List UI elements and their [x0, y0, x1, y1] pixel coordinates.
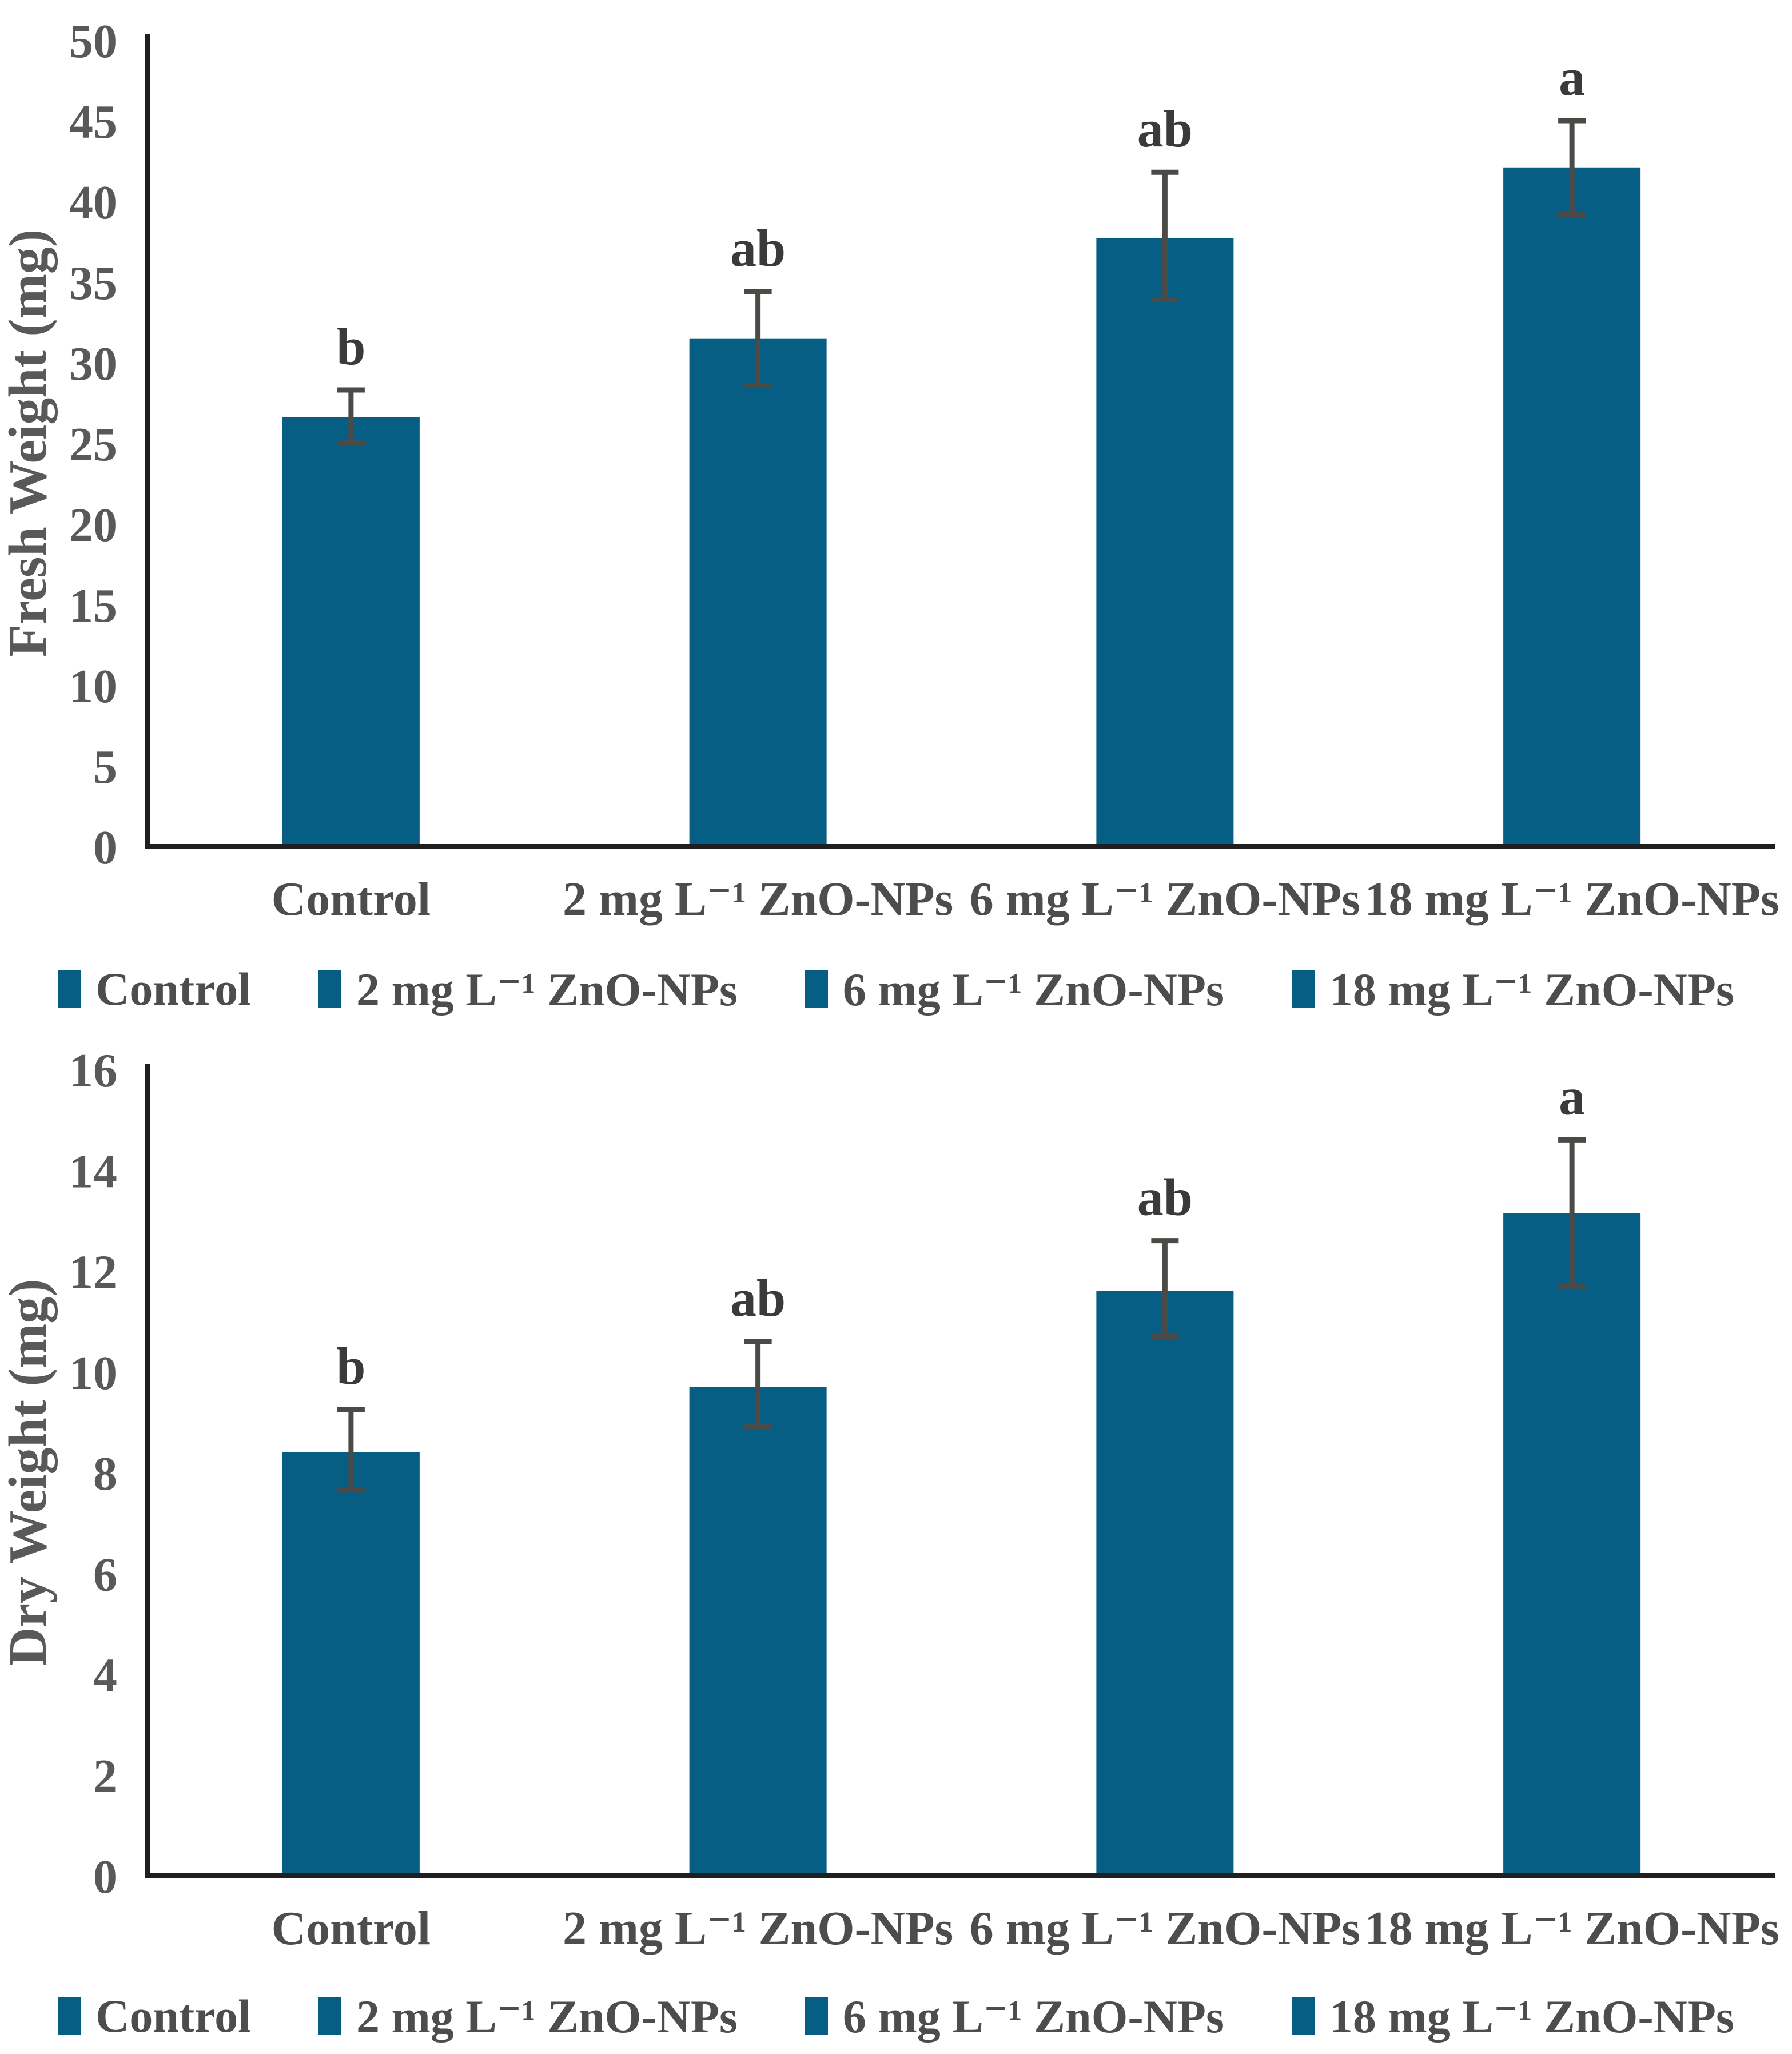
y-tick-label: 14	[69, 1145, 117, 1198]
dry-weight-chart-canvas: 0 2 4 6 8 10 12 14 16 Dry Weight (mg) b Control ab 2 …	[0, 1044, 1779, 1955]
bar	[689, 1387, 827, 1876]
legend-swatch-icon	[318, 1997, 341, 2035]
legend-swatch-icon	[318, 970, 341, 1008]
bar	[1096, 238, 1234, 846]
x-category-label: 18 mg L⁻¹ ZnO-NPs	[1365, 873, 1779, 926]
legend-label: 2 mg L⁻¹ ZnO-NPs	[356, 1991, 738, 2043]
x-category-label: 18 mg L⁻¹ ZnO-NPs	[1365, 1902, 1779, 1955]
x-category-label: Control	[272, 873, 431, 926]
legend-item: Control	[58, 962, 251, 1016]
fresh-weight-chart-canvas: 0 5 10 15 20 25 30 35 40 45 50 Fresh Weight (mg) b Co…	[0, 15, 1779, 926]
legend-label: 2 mg L⁻¹ ZnO-NPs	[356, 964, 738, 1016]
y-axis-title: Dry Weight (mg)	[0, 1279, 58, 1666]
legend-item: Control	[58, 1989, 251, 2043]
significance-letter: a	[1559, 1067, 1585, 1125]
legend-swatch-icon	[1291, 970, 1315, 1008]
y-axis-title: Fresh Weight (mg)	[0, 229, 58, 657]
bar	[1503, 1213, 1641, 1876]
significance-letter: ab	[1137, 99, 1193, 158]
legend-label: 6 mg L⁻¹ ZnO-NPs	[842, 1991, 1224, 2043]
legend-item: 18 mg L⁻¹ ZnO-NPs	[1291, 1989, 1734, 2044]
legend-item: 6 mg L⁻¹ ZnO-NPs	[805, 1989, 1224, 2044]
y-tick-label: 45	[69, 95, 117, 149]
x-category-label: 6 mg L⁻¹ ZnO-NPs	[970, 1902, 1360, 1955]
bar	[1503, 167, 1641, 846]
significance-letter: ab	[730, 1269, 786, 1327]
legend-label: Control	[95, 1990, 251, 2042]
y-tick-label: 0	[93, 821, 117, 874]
y-tick-label: 10	[69, 1347, 117, 1400]
legend-swatch-icon	[805, 1997, 828, 2035]
legend-swatch-icon	[1291, 1997, 1315, 2035]
significance-letter: ab	[730, 219, 786, 277]
dry-weight-chart: 0 2 4 6 8 10 12 14 16 Dry Weight (mg) b Control ab 2 …	[0, 1029, 1792, 2054]
legend-label: 18 mg L⁻¹ ZnO-NPs	[1329, 964, 1734, 1016]
fresh-weight-legend: Control 2 mg L⁻¹ ZnO-NPs 6 mg L⁻¹ ZnO-NPs 1…	[0, 949, 1792, 1029]
y-tick-label: 5	[93, 741, 117, 794]
legend-item: 2 mg L⁻¹ ZnO-NPs	[318, 1989, 738, 2044]
y-tick-label: 2	[93, 1750, 117, 1803]
dry-weight-legend: Control 2 mg L⁻¹ ZnO-NPs 6 mg L⁻¹ ZnO-NPs 1…	[0, 1979, 1792, 2054]
legend-label: 6 mg L⁻¹ ZnO-NPs	[842, 964, 1224, 1016]
y-tick-label: 10	[69, 660, 117, 713]
significance-letter: b	[336, 1337, 365, 1395]
bar	[1096, 1291, 1234, 1876]
legend-swatch-icon	[58, 970, 81, 1008]
legend-swatch-icon	[805, 970, 828, 1008]
legend-label: Control	[95, 963, 251, 1015]
legend-item: 18 mg L⁻¹ ZnO-NPs	[1291, 962, 1734, 1017]
y-tick-label: 20	[69, 499, 117, 552]
y-tick-label: 4	[93, 1649, 117, 1702]
y-tick-label: 30	[69, 337, 117, 391]
significance-letter: b	[336, 317, 365, 376]
y-tick-label: 0	[93, 1850, 117, 1904]
significance-letter: ab	[1137, 1168, 1193, 1227]
x-category-label: 6 mg L⁻¹ ZnO-NPs	[970, 873, 1360, 926]
y-tick-label: 50	[69, 15, 117, 68]
y-tick-label: 25	[69, 418, 117, 471]
legend-swatch-icon	[58, 1997, 81, 2035]
y-tick-label: 8	[93, 1447, 117, 1500]
legend-item: 2 mg L⁻¹ ZnO-NPs	[318, 962, 738, 1017]
y-tick-label: 16	[69, 1044, 117, 1097]
significance-letter: a	[1559, 48, 1585, 106]
y-tick-label: 6	[93, 1548, 117, 1601]
y-tick-label: 35	[69, 257, 117, 310]
legend-label: 18 mg L⁻¹ ZnO-NPs	[1329, 1991, 1734, 2043]
legend-item: 6 mg L⁻¹ ZnO-NPs	[805, 962, 1224, 1017]
x-category-label: 2 mg L⁻¹ ZnO-NPs	[563, 873, 953, 926]
y-tick-label: 15	[69, 579, 117, 632]
x-category-label: Control	[272, 1902, 431, 1955]
x-category-label: 2 mg L⁻¹ ZnO-NPs	[563, 1902, 953, 1955]
y-tick-label: 40	[69, 176, 117, 229]
bar	[689, 338, 827, 846]
bar	[282, 1452, 420, 1876]
fresh-weight-chart: 0 5 10 15 20 25 30 35 40 45 50 Fresh Weight (mg) b Co…	[0, 15, 1792, 1029]
bar	[282, 417, 420, 846]
y-tick-label: 12	[69, 1246, 117, 1299]
